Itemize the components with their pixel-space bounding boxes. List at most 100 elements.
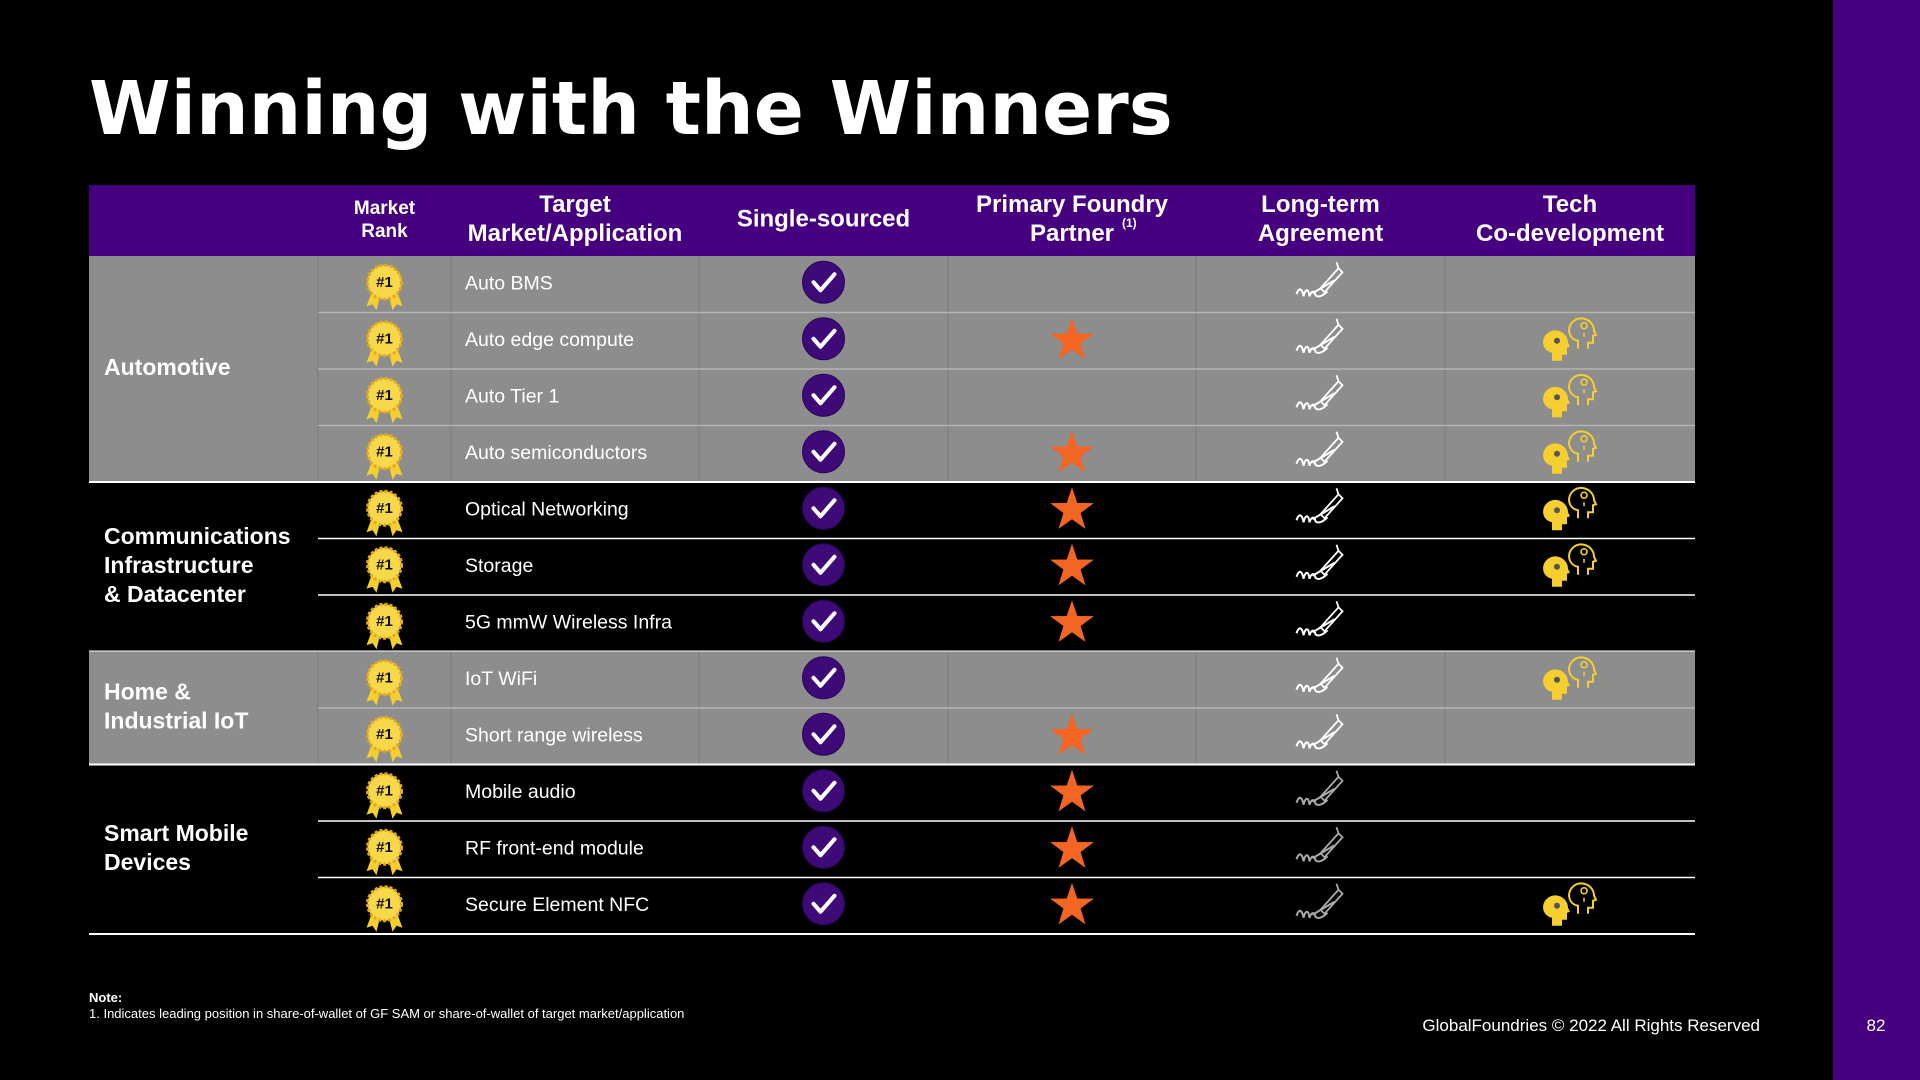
rank-label: #1 xyxy=(376,839,393,856)
application-label: Auto BMS xyxy=(465,272,553,294)
head-outline xyxy=(1568,430,1598,462)
check-icon xyxy=(802,260,845,304)
header-line: Agreement xyxy=(1258,220,1383,247)
rank-badge: #1 xyxy=(366,715,403,763)
check-icon xyxy=(802,769,845,813)
header-cell: Primary Foundry Partner xyxy=(976,191,1169,247)
signature-pen xyxy=(1319,431,1344,464)
rank-badge: #1 xyxy=(366,659,403,706)
bulb xyxy=(1580,491,1588,507)
head-filled xyxy=(1543,669,1570,700)
check-circle xyxy=(802,317,845,361)
rank-label: #1 xyxy=(376,500,393,517)
check-mark xyxy=(811,385,837,406)
rank-label: #1 xyxy=(376,783,393,800)
head-outline xyxy=(1568,656,1598,688)
header-line: Primary Foundry xyxy=(976,191,1169,218)
codev-icon xyxy=(1543,373,1598,418)
bulb xyxy=(1580,435,1588,450)
note-text: 1. Indicates leading position in share-o… xyxy=(89,1006,684,1021)
bulb xyxy=(1580,661,1588,676)
rank-label: #1 xyxy=(376,444,393,461)
application-label: Short range wireless xyxy=(465,724,643,746)
star-icon xyxy=(1050,543,1094,586)
header-line: Partner xyxy=(1030,220,1114,247)
check-circle xyxy=(802,543,845,587)
check-circle xyxy=(802,882,845,926)
application-label: Auto Tier 1 xyxy=(465,385,559,407)
group-label-line: Automotive xyxy=(104,354,231,380)
check-mark xyxy=(811,837,837,858)
badge-circle xyxy=(366,546,403,584)
head-filled xyxy=(1543,556,1570,587)
rank-label: #1 xyxy=(376,670,393,687)
star-icon xyxy=(1050,317,1094,360)
rank-label: #1 xyxy=(376,274,393,291)
codev-icon xyxy=(1543,486,1598,531)
page-number: 82 xyxy=(1867,1016,1886,1035)
application-label: Mobile audio xyxy=(465,781,576,803)
signature-pen xyxy=(1319,600,1344,633)
rank-badge: #1 xyxy=(366,433,403,480)
check-circle xyxy=(802,656,845,700)
check-icon xyxy=(802,543,845,587)
badge-circle xyxy=(366,659,403,697)
bulb-dot xyxy=(1554,563,1560,570)
rank-label: #1 xyxy=(376,557,393,574)
head-filled xyxy=(1543,443,1570,474)
head-filled xyxy=(1543,499,1570,531)
check-icon xyxy=(802,430,845,474)
signature-icon xyxy=(1295,431,1344,467)
signature-pen xyxy=(1319,318,1344,351)
star-icon xyxy=(1050,882,1094,925)
signature-scribble xyxy=(1295,392,1336,411)
head-filled xyxy=(1543,330,1570,361)
signature-icon xyxy=(1295,487,1344,524)
rank-badge: #1 xyxy=(366,376,403,424)
head-filled xyxy=(1543,895,1570,926)
check-circle xyxy=(802,486,845,530)
signature-pen xyxy=(1319,713,1344,746)
rank-badge: #1 xyxy=(366,546,403,593)
head-outline xyxy=(1568,373,1598,406)
signature-pen xyxy=(1319,883,1344,916)
bulb-dot xyxy=(1554,337,1560,344)
group-label: Smart Mobile Devices xyxy=(104,820,248,875)
header-line: Market xyxy=(354,198,416,219)
header-cell: Tech Co-development xyxy=(1476,191,1664,247)
group-label-line: Devices xyxy=(104,849,191,875)
application-label: IoT WiFi xyxy=(465,668,537,690)
check-circle xyxy=(802,599,845,643)
signature-icon xyxy=(1295,374,1344,411)
head-outline xyxy=(1568,543,1598,575)
header-cell: Long-term Agreement xyxy=(1258,191,1383,247)
head-outline xyxy=(1568,486,1598,519)
signature-scribble xyxy=(1295,731,1336,750)
signature-icon xyxy=(1295,318,1344,354)
signature-pen xyxy=(1319,487,1344,520)
check-circle xyxy=(802,373,845,417)
codev-icon xyxy=(1543,317,1598,361)
rank-badge: #1 xyxy=(366,772,403,819)
signature-scribble xyxy=(1295,674,1336,693)
check-icon xyxy=(802,486,845,530)
bulb-dot xyxy=(1554,507,1560,514)
rank-label: #1 xyxy=(376,896,393,913)
bulb xyxy=(1580,322,1588,337)
badge-circle xyxy=(366,320,403,358)
rank-label: #1 xyxy=(376,387,393,404)
group-label-line: Industrial IoT xyxy=(104,708,248,734)
signature-scribble xyxy=(1295,900,1336,919)
check-mark xyxy=(811,667,837,688)
bulb-dot xyxy=(1554,394,1560,401)
header-line: Tech xyxy=(1543,191,1597,218)
check-icon xyxy=(802,825,845,869)
signature-icon xyxy=(1295,826,1344,863)
check-mark xyxy=(811,328,837,349)
rank-badge: #1 xyxy=(366,885,403,932)
signature-icon xyxy=(1295,544,1344,580)
group-label-line: Communications xyxy=(104,523,291,549)
signature-scribble xyxy=(1295,335,1336,354)
